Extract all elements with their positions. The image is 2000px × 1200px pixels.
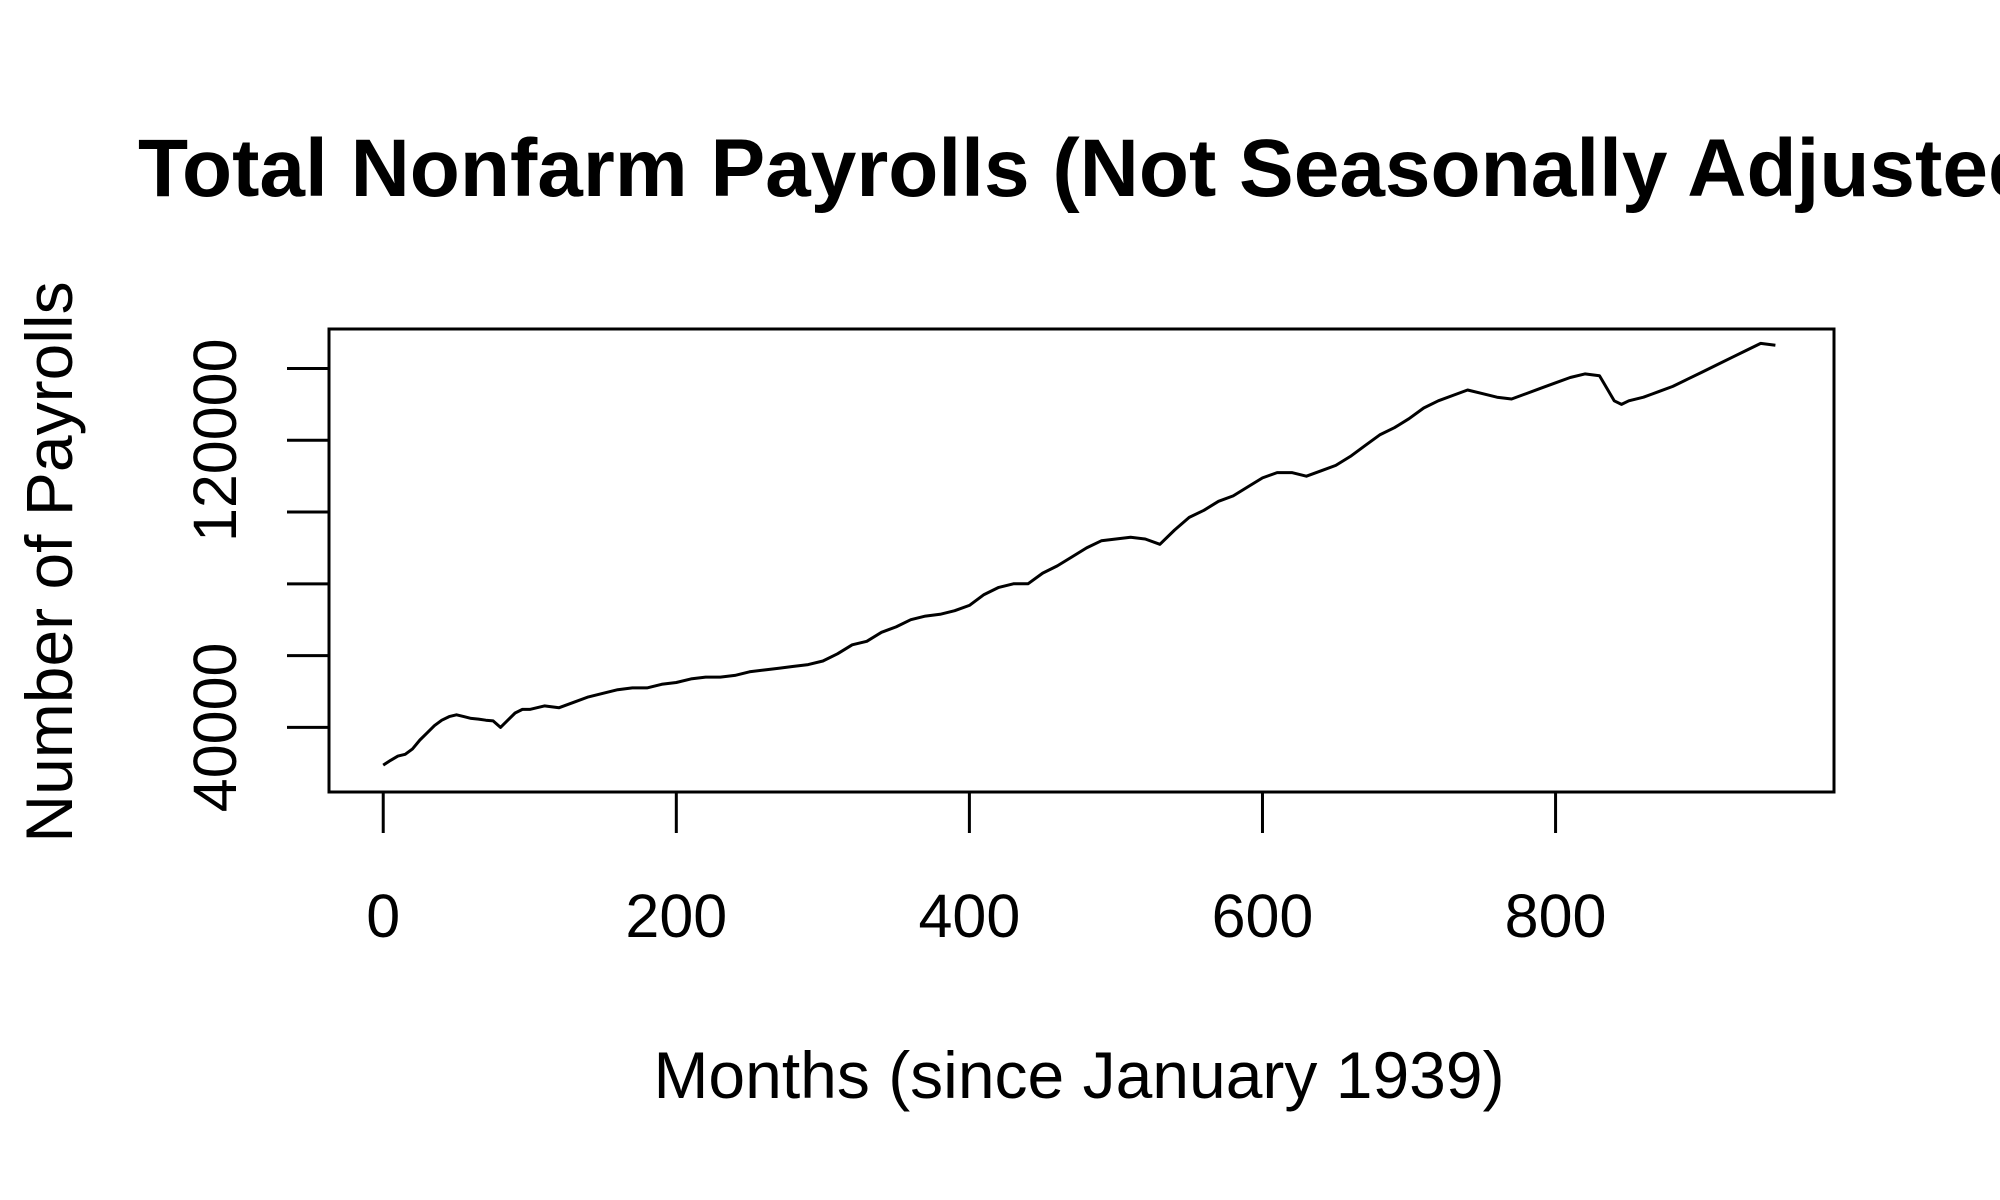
payrolls-series-line [382, 341, 1776, 767]
x-tick-label: 800 [1505, 882, 1607, 950]
x-axis-label: Months (since January 1939) [653, 1038, 1504, 1112]
y-tick-label: 40000 [181, 643, 249, 813]
chart-title: Total Nonfarm Payrolls (Not Seasonally A… [138, 123, 2000, 214]
y-axis: 40000 120000 [181, 338, 329, 812]
x-tick-label: 400 [919, 882, 1021, 950]
y-tick-label: 120000 [181, 338, 249, 542]
x-tick-label: 0 [366, 882, 400, 950]
plot-frame [327, 327, 1836, 794]
x-tick-label: 600 [1212, 882, 1314, 950]
y-axis-label: Number of Payrolls [12, 281, 86, 842]
x-axis: 0 200 400 600 800 [366, 792, 1606, 950]
x-tick-label: 200 [625, 882, 727, 950]
